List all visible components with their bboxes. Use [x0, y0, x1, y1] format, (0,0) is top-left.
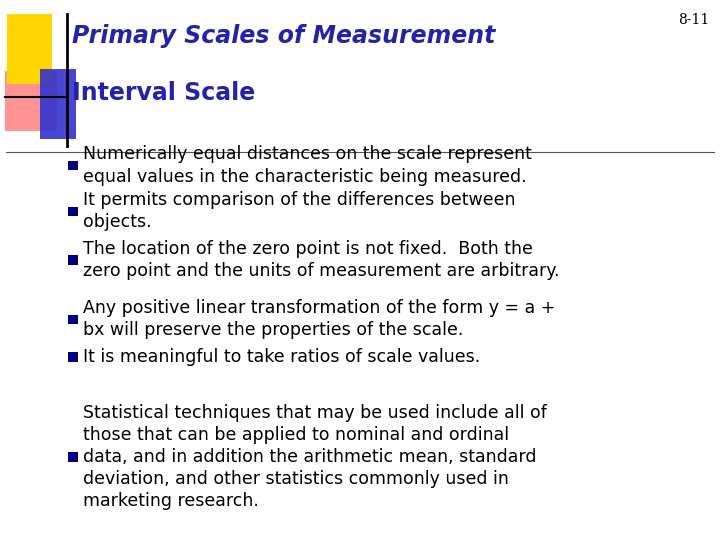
FancyBboxPatch shape — [68, 161, 78, 170]
FancyBboxPatch shape — [68, 207, 78, 216]
Text: Any positive linear transformation of the form y = a +
bx will preserve the prop: Any positive linear transformation of th… — [83, 299, 555, 340]
FancyBboxPatch shape — [7, 14, 52, 84]
Text: 8-11: 8-11 — [678, 14, 709, 28]
Text: It is meaningful to take ratios of scale values.: It is meaningful to take ratios of scale… — [83, 348, 480, 366]
FancyBboxPatch shape — [5, 71, 57, 131]
FancyBboxPatch shape — [68, 255, 78, 265]
FancyBboxPatch shape — [68, 453, 78, 462]
Text: It permits comparison of the differences between
objects.: It permits comparison of the differences… — [83, 191, 516, 232]
FancyBboxPatch shape — [40, 69, 76, 139]
Text: Statistical techniques that may be used include all of
those that can be applied: Statistical techniques that may be used … — [83, 403, 546, 510]
Text: Interval Scale: Interval Scale — [72, 81, 256, 105]
Text: Primary Scales of Measurement: Primary Scales of Measurement — [72, 24, 495, 48]
FancyBboxPatch shape — [68, 315, 78, 324]
Text: The location of the zero point is not fixed.  Both the
zero point and the units : The location of the zero point is not fi… — [83, 240, 559, 280]
Text: Numerically equal distances on the scale represent
equal values in the character: Numerically equal distances on the scale… — [83, 145, 531, 186]
FancyBboxPatch shape — [68, 353, 78, 362]
